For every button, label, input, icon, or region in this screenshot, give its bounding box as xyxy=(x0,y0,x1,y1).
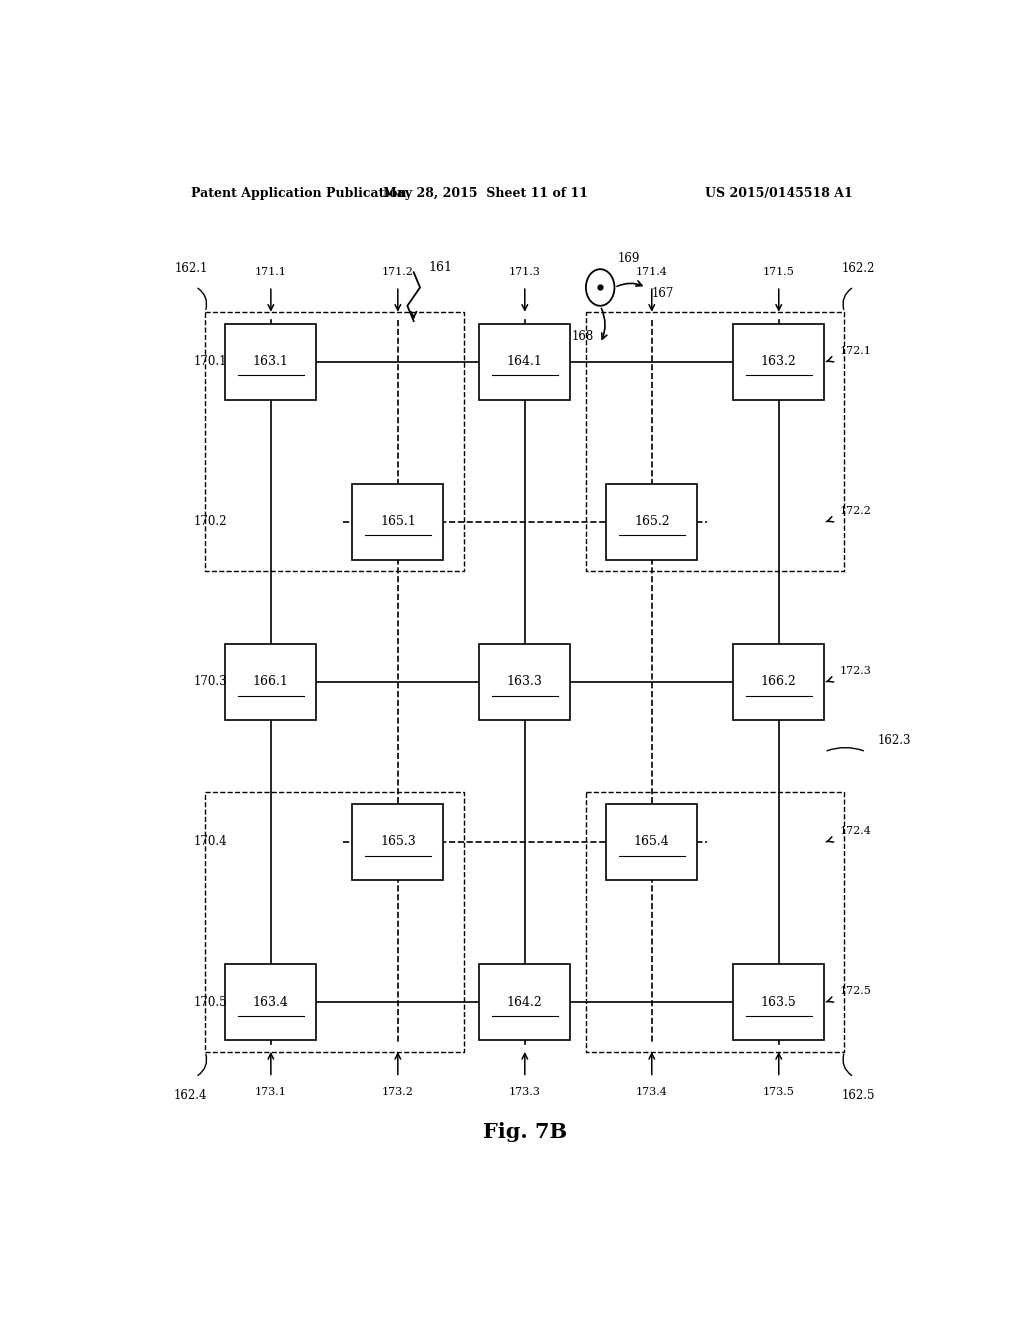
Text: 171.5: 171.5 xyxy=(763,267,795,277)
Text: 165.1: 165.1 xyxy=(380,515,416,528)
FancyBboxPatch shape xyxy=(225,964,316,1040)
Text: 170.3: 170.3 xyxy=(194,676,227,688)
Text: 171.1: 171.1 xyxy=(255,267,287,277)
Text: 170.1: 170.1 xyxy=(194,355,227,368)
Text: 163.3: 163.3 xyxy=(507,676,543,688)
FancyBboxPatch shape xyxy=(225,644,316,719)
Text: 162.4: 162.4 xyxy=(174,1089,208,1102)
Text: 173.5: 173.5 xyxy=(763,1086,795,1097)
Text: 169: 169 xyxy=(617,252,640,265)
FancyBboxPatch shape xyxy=(479,644,570,719)
Text: 163.2: 163.2 xyxy=(761,355,797,368)
Text: 173.2: 173.2 xyxy=(382,1086,414,1097)
Text: Patent Application Publication: Patent Application Publication xyxy=(191,187,407,201)
Text: 161: 161 xyxy=(428,260,452,273)
FancyBboxPatch shape xyxy=(479,323,570,400)
Text: 163.5: 163.5 xyxy=(761,995,797,1008)
Text: 170.2: 170.2 xyxy=(194,515,227,528)
Text: 165.4: 165.4 xyxy=(634,836,670,849)
FancyBboxPatch shape xyxy=(606,804,697,880)
FancyBboxPatch shape xyxy=(225,323,316,400)
Text: 164.1: 164.1 xyxy=(507,355,543,368)
FancyBboxPatch shape xyxy=(733,644,824,719)
Text: May 28, 2015  Sheet 11 of 11: May 28, 2015 Sheet 11 of 11 xyxy=(383,187,588,201)
Text: 164.2: 164.2 xyxy=(507,995,543,1008)
Text: 171.2: 171.2 xyxy=(382,267,414,277)
Text: 162.2: 162.2 xyxy=(842,261,876,275)
FancyBboxPatch shape xyxy=(352,483,443,560)
FancyBboxPatch shape xyxy=(479,964,570,1040)
Text: 166.1: 166.1 xyxy=(253,676,289,688)
Text: 173.1: 173.1 xyxy=(255,1086,287,1097)
Text: 166.2: 166.2 xyxy=(761,676,797,688)
Text: 173.4: 173.4 xyxy=(636,1086,668,1097)
Text: 163.1: 163.1 xyxy=(253,355,289,368)
Text: 172.5: 172.5 xyxy=(840,986,871,995)
Text: 165.2: 165.2 xyxy=(634,515,670,528)
Text: 167: 167 xyxy=(651,286,674,300)
Text: US 2015/0145518 A1: US 2015/0145518 A1 xyxy=(705,187,853,201)
Text: 165.3: 165.3 xyxy=(380,836,416,849)
Text: 170.4: 170.4 xyxy=(194,836,227,849)
Text: Fig. 7B: Fig. 7B xyxy=(482,1122,567,1142)
FancyBboxPatch shape xyxy=(733,964,824,1040)
Text: 163.4: 163.4 xyxy=(253,995,289,1008)
Text: 171.4: 171.4 xyxy=(636,267,668,277)
Text: 162.5: 162.5 xyxy=(842,1089,876,1102)
Text: 168: 168 xyxy=(571,330,594,343)
Text: 170.5: 170.5 xyxy=(194,995,227,1008)
Text: 172.1: 172.1 xyxy=(840,346,871,355)
Text: 172.3: 172.3 xyxy=(840,665,871,676)
Text: 162.3: 162.3 xyxy=(878,734,911,747)
FancyBboxPatch shape xyxy=(352,804,443,880)
Text: 171.3: 171.3 xyxy=(509,267,541,277)
Text: 162.1: 162.1 xyxy=(174,261,208,275)
FancyBboxPatch shape xyxy=(606,483,697,560)
Text: 173.3: 173.3 xyxy=(509,1086,541,1097)
Text: 172.2: 172.2 xyxy=(840,506,871,516)
FancyBboxPatch shape xyxy=(733,323,824,400)
Text: 172.4: 172.4 xyxy=(840,826,871,836)
